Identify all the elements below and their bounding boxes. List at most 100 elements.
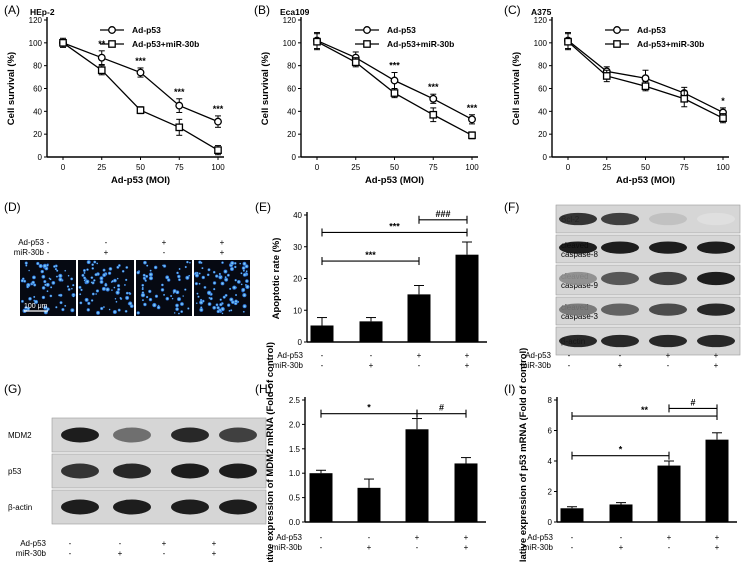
chart-a-legend-label: Ad-p53+miR-30b [132,39,199,49]
chart-a-x-tick-label: 50 [136,163,145,172]
panel-d-cell [90,299,94,302]
panel-d-cell [172,292,175,294]
chart-b-y-tick-label: 80 [287,62,296,71]
chart-a-data-point [97,53,106,62]
panel-d-cell [36,261,40,266]
panel-d-cell [224,277,229,282]
panel-d-cell [145,295,149,299]
panel-d-cell [188,274,191,277]
panel-d-cell [141,286,144,289]
panel-d-cell [245,284,250,290]
chart-e-condition-ad-p53-sign: - [321,351,324,360]
panel-d-condition-ad-p53-sign: - [47,238,50,247]
chart-b-data-point [468,131,476,140]
panel-d-cell [81,273,85,277]
panel-g-band [219,427,257,443]
panel-d-cell [100,306,104,311]
panel-d-cell [58,277,63,282]
chart-i-condition-label-mir-30b: miR-30b [523,543,554,552]
panel-d-cell [162,264,165,267]
chart-h-condition-mir-30b-sign: + [464,543,469,552]
panel-d-cell [49,294,53,298]
panel-d-cell [136,311,140,315]
panel-d-cell [45,282,50,287]
panel-d-cell [224,293,228,297]
chart-b-y-tick-label: 40 [287,107,296,116]
chart-b-x-tick-label: 25 [351,163,360,172]
chart-a-data-point [175,101,184,110]
chart-b-significance: *** [467,103,478,113]
chart-c-legend-marker [613,40,621,48]
panel-d-cell [83,271,86,274]
panel-f-band [649,334,687,348]
panel-d-cell [172,289,177,293]
chart-b-data-point [351,58,360,67]
panel-d-cell [230,309,233,312]
panel-d-cell [58,273,63,279]
chart-h-bar [454,463,478,522]
chart-c-x-axis-label: Ad-p53 (MOI) [616,175,675,186]
panel-d-cell [72,295,75,298]
panel-f-band [649,241,687,254]
panel-d-cell [96,262,99,265]
chart-b-y-tick-label: 0 [292,153,297,162]
chart-b-x-tick-label: 50 [390,163,399,172]
chart-c-legend-label: Ad-p53+miR-30b [637,39,704,49]
panel-f-band [697,334,735,348]
panel-f-condition-mir-30b-sign: - [667,361,670,370]
chart-c-y-axis-label: Cell survival (%) [511,52,522,125]
panel-d-cell [242,261,247,266]
panel-g-band [61,463,99,479]
panel-d-cell [184,265,187,269]
panel-d-cell [104,283,108,287]
panel-f-band [559,212,597,226]
panel-d-cell [180,310,184,313]
panel-d-micrograph [78,260,134,316]
chart-a-data-point [97,66,106,75]
panel-d-cell [165,275,170,280]
chart-h-y-tick-label: 1.5 [289,445,301,454]
panel-d-cell [156,305,161,310]
panel-d-cell [194,282,198,286]
panel-d-condition-mir-30b-sign: - [47,248,50,257]
chart-a-x-tick-label: 100 [211,163,225,172]
panel-d-cell [95,289,100,293]
panel-d-cell [221,261,224,264]
panel-d-cell [23,279,27,283]
panel-d-cell [242,269,245,272]
panel-d-cell [233,262,237,265]
panel-d-cell [85,279,90,284]
panel-d-cell [90,276,94,280]
panel-d-cell [21,299,24,303]
panel-f-condition-ad-p53-sign: + [666,351,671,360]
panel-d-cell [108,308,111,311]
panel-d-cell [64,269,67,272]
panel-f-band [649,212,687,226]
chart-a-y-tick-label: 120 [29,16,43,25]
panel-d-cell [234,279,237,282]
panel-d-condition-ad-p53-sign: + [162,238,167,247]
panel-d-cell [171,297,174,300]
chart-c-legend-label: Ad-p53 [637,25,666,35]
chart-h-bar [309,473,333,522]
panel-d-cell [148,297,153,302]
chart-c-y-tick-label: 40 [538,107,547,116]
panel-i-letter: (I) [504,382,515,396]
panel-d-cell [212,281,217,285]
panel-d-cell [107,271,112,275]
chart-a-data-point [136,106,145,115]
panel-d-cell [185,275,190,280]
panel-f-band [697,271,735,286]
chart-b-legend-marker [363,40,371,48]
panel-g-band [113,499,151,515]
panel-f-band [697,241,735,254]
panel-d-cell [175,307,179,311]
panel-d-cell [70,308,75,313]
panel-d-condition-ad-p53-sign: - [105,238,108,247]
chart-i-condition-mir-30b-sign: - [571,543,574,552]
panel-d-cell [53,265,56,268]
chart-i-bar [657,465,681,522]
panel-d-cell [33,283,37,287]
chart-e-bar [407,294,431,342]
